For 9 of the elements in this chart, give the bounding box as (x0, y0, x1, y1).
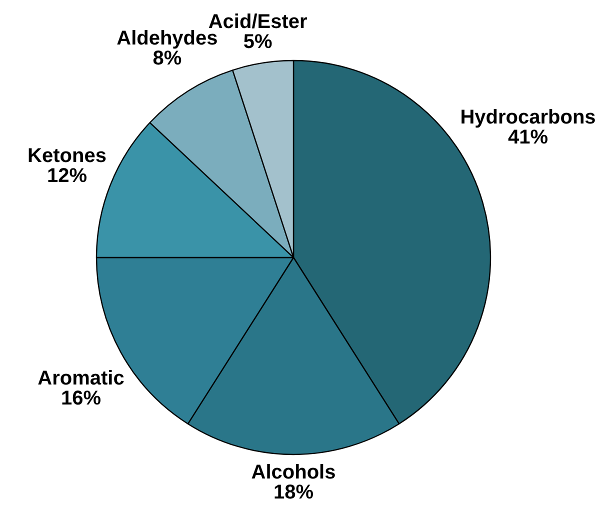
slice-label: Hydrocarbons (460, 106, 596, 128)
data-label: 12% (46, 164, 88, 187)
data-label: 18% (273, 482, 314, 504)
slice-label: Ketones (28, 144, 106, 167)
data-label: 5% (243, 31, 272, 54)
slice-label: Aromatic (38, 367, 124, 390)
slice-label: Alcohols (251, 462, 336, 484)
data-label: 16% (60, 387, 102, 410)
data-label: 41% (508, 126, 548, 148)
